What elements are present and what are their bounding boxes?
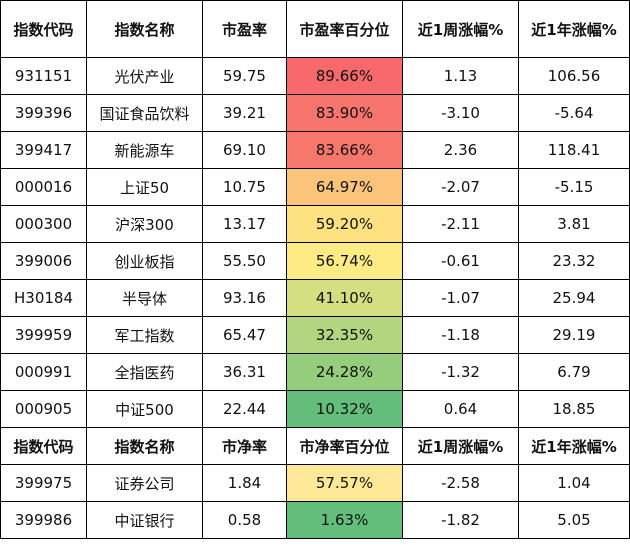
year-change-cell: 1.04 [518, 464, 630, 502]
ratio-cell: 69.10 [202, 131, 287, 169]
year-change-cell: 118.41 [518, 131, 630, 169]
week-change-cell: -1.32 [402, 353, 519, 391]
table-row: 399975 证券公司 1.84 57.57% -2.58 1.04 [0, 464, 630, 502]
code-cell: 000016 [0, 168, 87, 206]
column-header: 指数代码 [0, 0, 87, 58]
ratio-cell: 36.31 [202, 353, 287, 391]
percentile-cell: 59.20% [286, 205, 403, 243]
week-change-cell: -3.10 [402, 94, 519, 132]
percentile-cell: 64.97% [286, 168, 403, 206]
code-cell: 399396 [0, 94, 87, 132]
name-cell: 证券公司 [86, 464, 203, 502]
column-header: 近1年涨幅% [518, 427, 630, 465]
code-cell: H30184 [0, 279, 87, 317]
week-change-cell: -2.07 [402, 168, 519, 206]
ratio-cell: 93.16 [202, 279, 287, 317]
percentile-cell: 57.57% [286, 464, 403, 502]
percentile-cell: 83.66% [286, 131, 403, 169]
ratio-cell: 59.75 [202, 57, 287, 95]
year-change-cell: -5.15 [518, 168, 630, 206]
code-cell: 399986 [0, 501, 87, 539]
name-cell: 半导体 [86, 279, 203, 317]
name-cell: 军工指数 [86, 316, 203, 354]
week-change-cell: 2.36 [402, 131, 519, 169]
week-change-cell: 0.64 [402, 390, 519, 428]
percentile-cell: 10.32% [286, 390, 403, 428]
week-change-cell: -1.82 [402, 501, 519, 539]
column-header: 市净率百分位 [286, 427, 403, 465]
name-cell: 中证银行 [86, 501, 203, 539]
name-cell: 创业板指 [86, 242, 203, 280]
table-row: 000991 全指医药 36.31 24.28% -1.32 6.79 [0, 353, 630, 391]
pb-header-row: 指数代码 指数名称 市净率 市净率百分位 近1周涨幅% 近1年涨幅% [0, 427, 630, 465]
name-cell: 中证500 [86, 390, 203, 428]
ratio-cell: 1.84 [202, 464, 287, 502]
percentile-cell: 32.35% [286, 316, 403, 354]
week-change-cell: -2.58 [402, 464, 519, 502]
ratio-cell: 10.75 [202, 168, 287, 206]
code-cell: 399959 [0, 316, 87, 354]
year-change-cell: 23.32 [518, 242, 630, 280]
code-cell: 931151 [0, 57, 87, 95]
name-cell: 国证食品饮料 [86, 94, 203, 132]
table-row: 399959 军工指数 65.47 32.35% -1.18 29.19 [0, 316, 630, 354]
week-change-cell: -2.11 [402, 205, 519, 243]
table-row: 399986 中证银行 0.58 1.63% -1.82 5.05 [0, 501, 630, 539]
table-row: 931151 光伏产业 59.75 89.66% 1.13 106.56 [0, 57, 630, 95]
ratio-cell: 22.44 [202, 390, 287, 428]
year-change-cell: 25.94 [518, 279, 630, 317]
code-cell: 000300 [0, 205, 87, 243]
week-change-cell: -0.61 [402, 242, 519, 280]
column-header: 指数名称 [86, 427, 203, 465]
year-change-cell: 18.85 [518, 390, 630, 428]
index-valuation-table: 指数代码 指数名称 市盈率 市盈率百分位 近1周涨幅% 近1年涨幅% 931151 光伏产业 5… [0, 0, 630, 539]
code-cell: 000991 [0, 353, 87, 391]
year-change-cell: 106.56 [518, 57, 630, 95]
percentile-cell: 56.74% [286, 242, 403, 280]
column-header: 市盈率 [202, 0, 287, 58]
name-cell: 上证50 [86, 168, 203, 206]
code-cell: 000905 [0, 390, 87, 428]
column-header: 指数名称 [86, 0, 203, 58]
column-header: 指数代码 [0, 427, 87, 465]
year-change-cell: 29.19 [518, 316, 630, 354]
percentile-cell: 41.10% [286, 279, 403, 317]
column-header: 近1周涨幅% [402, 427, 519, 465]
week-change-cell: -1.07 [402, 279, 519, 317]
table-row: 000300 沪深300 13.17 59.20% -2.11 3.81 [0, 205, 630, 243]
column-header: 近1年涨幅% [518, 0, 630, 58]
table-row: 399396 国证食品饮料 39.21 83.90% -3.10 -5.64 [0, 94, 630, 132]
table-row: H30184 半导体 93.16 41.10% -1.07 25.94 [0, 279, 630, 317]
ratio-cell: 0.58 [202, 501, 287, 539]
name-cell: 新能源车 [86, 131, 203, 169]
ratio-cell: 55.50 [202, 242, 287, 280]
year-change-cell: 3.81 [518, 205, 630, 243]
name-cell: 沪深300 [86, 205, 203, 243]
ratio-cell: 13.17 [202, 205, 287, 243]
pe-header-row: 指数代码 指数名称 市盈率 市盈率百分位 近1周涨幅% 近1年涨幅% [0, 0, 630, 58]
name-cell: 全指医药 [86, 353, 203, 391]
table-row: 000905 中证500 22.44 10.32% 0.64 18.85 [0, 390, 630, 428]
percentile-cell: 1.63% [286, 501, 403, 539]
percentile-cell: 24.28% [286, 353, 403, 391]
code-cell: 399006 [0, 242, 87, 280]
ratio-cell: 39.21 [202, 94, 287, 132]
table-row: 000016 上证50 10.75 64.97% -2.07 -5.15 [0, 168, 630, 206]
ratio-cell: 65.47 [202, 316, 287, 354]
column-header: 市盈率百分位 [286, 0, 403, 58]
year-change-cell: -5.64 [518, 94, 630, 132]
code-cell: 399975 [0, 464, 87, 502]
code-cell: 399417 [0, 131, 87, 169]
table-row: 399417 新能源车 69.10 83.66% 2.36 118.41 [0, 131, 630, 169]
percentile-cell: 83.90% [286, 94, 403, 132]
year-change-cell: 6.79 [518, 353, 630, 391]
year-change-cell: 5.05 [518, 501, 630, 539]
name-cell: 光伏产业 [86, 57, 203, 95]
table-row: 399006 创业板指 55.50 56.74% -0.61 23.32 [0, 242, 630, 280]
week-change-cell: -1.18 [402, 316, 519, 354]
column-header: 近1周涨幅% [402, 0, 519, 58]
percentile-cell: 89.66% [286, 57, 403, 95]
week-change-cell: 1.13 [402, 57, 519, 95]
column-header: 市净率 [202, 427, 287, 465]
